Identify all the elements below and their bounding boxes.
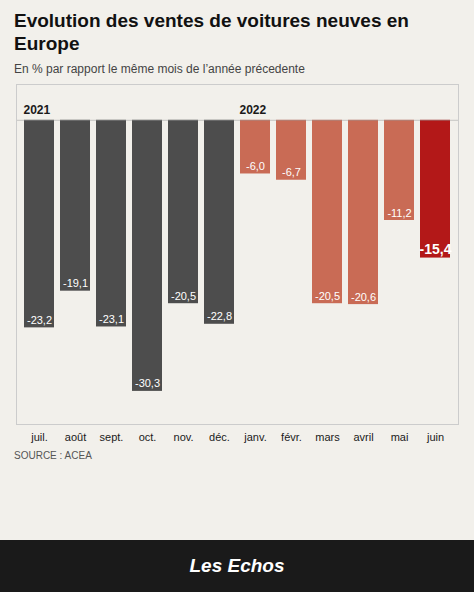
svg-text:-22,8: -22,8	[207, 310, 232, 322]
html-text:En % par rapport le même mois: En % par rapport le même mois de l’année…	[14, 61, 305, 76]
svg-text:janv.: janv.	[243, 431, 266, 443]
svg-text:avril: avril	[353, 431, 373, 443]
svg-text:oct.: oct.	[139, 431, 157, 443]
svg-text:-23,2: -23,2	[27, 313, 52, 325]
svg-text:2022: 2022	[240, 103, 267, 117]
svg-text:-23,1: -23,1	[99, 313, 124, 325]
svg-text:2021: 2021	[24, 103, 51, 117]
svg-text:nov.: nov.	[174, 431, 194, 443]
svg-text:-20,5: -20,5	[171, 289, 196, 301]
svg-text:août: août	[65, 431, 86, 443]
svg-text:-6,0: -6,0	[246, 160, 265, 172]
svg-text:-6,7: -6,7	[282, 166, 301, 178]
svg-text:sept.: sept.	[100, 431, 124, 443]
svg-text:-19,1: -19,1	[63, 277, 88, 289]
svg-text:-30,3: -30,3	[135, 377, 160, 389]
html-text:Evolution des ventes de voitur: Evolution des ventes de voitures neuves …	[14, 10, 409, 54]
svg-text:-20,6: -20,6	[351, 290, 376, 302]
svg-text:févr.: févr.	[281, 431, 302, 443]
svg-text:-20,5: -20,5	[315, 289, 340, 301]
svg-text:mai: mai	[391, 431, 409, 443]
html-text:Les Echos: Les Echos	[189, 555, 285, 576]
svg-text:déc.: déc.	[209, 431, 230, 443]
html-text:SOURCE : ACEA: SOURCE : ACEA	[14, 449, 92, 461]
svg-text:-15,4: -15,4	[420, 241, 452, 257]
svg-text:juin: juin	[426, 431, 444, 443]
svg-text:mars: mars	[315, 431, 340, 443]
svg-text:juil.: juil.	[30, 431, 48, 443]
svg-text:-11,2: -11,2	[387, 206, 411, 218]
